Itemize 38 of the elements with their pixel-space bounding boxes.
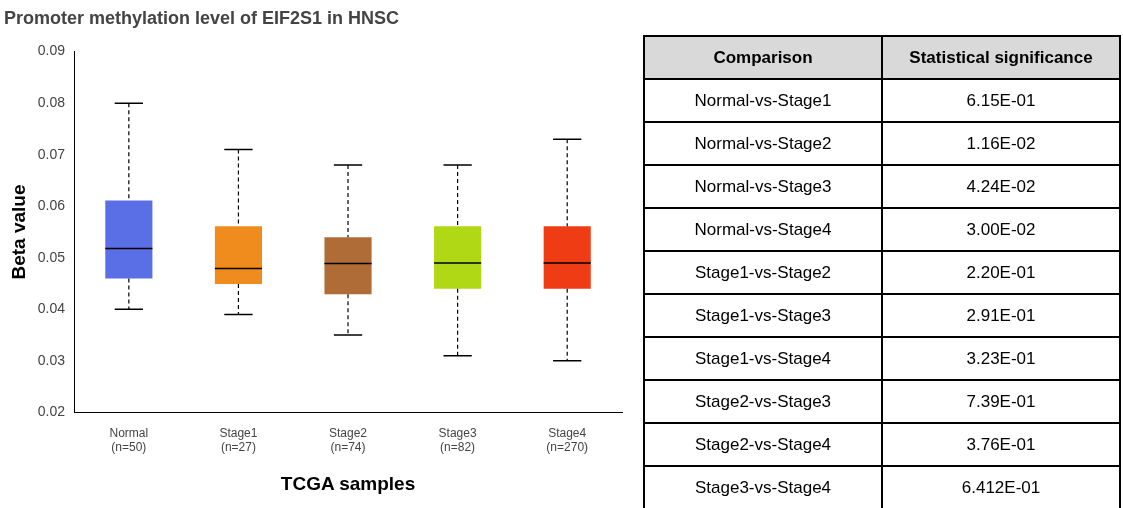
y-tick-label: 0.07 [37,145,66,162]
text: Normal-vs-Stage1 [644,79,882,122]
text: 6.412E-01 [882,466,1120,508]
text: Stage3-vs-Stage4 [644,466,882,508]
text: 1.16E-02 [882,122,1120,165]
text: 6.15E-01 [882,79,1120,122]
y-tick-label: 0.09 [37,42,66,59]
text: Stage2-vs-Stage4 [644,423,882,466]
text: Normal-vs-Stage4 [644,208,882,251]
text: Stage2-vs-Stage3 [644,380,882,423]
text: Comparison [644,36,882,79]
text: Statistical significance [882,36,1120,79]
y-axis-title: Beta value [7,184,29,280]
text: 7.39E-01 [882,380,1120,423]
text: Normal-vs-Stage3 [644,165,882,208]
text: Stage1-vs-Stage4 [644,337,882,380]
x-tick-label: Stage1 (n=27) [219,425,258,455]
y-tick-label: 0.08 [37,94,66,110]
text: 2.20E-01 [882,251,1120,294]
y-tick-label: 0.04 [37,300,66,317]
x-tick-label: Normal (n=50) [109,425,149,455]
y-tick-label: 0.05 [37,248,66,265]
text: 3.23E-01 [882,337,1120,380]
y-tick-label: 0.06 [37,197,66,214]
y-tick-label: 0.03 [37,351,66,368]
x-tick-label: Stage2 (n=74) [329,425,368,455]
x-tick-label: Stage3 (n=82) [438,425,477,455]
x-tick-label: Stage4 (n=270) [546,425,589,455]
y-tick-label: 0.02 [37,403,66,420]
x-axis-title: TCGA samples [280,472,416,494]
text: Stage1-vs-Stage3 [644,294,882,337]
text: 2.91E-01 [882,294,1120,337]
text: 3.00E-02 [882,208,1120,251]
text: Stage1-vs-Stage2 [644,251,882,294]
text: 3.76E-01 [882,423,1120,466]
text: Normal-vs-Stage2 [644,122,882,165]
chart-title: Promoter methylation level of EIF2S1 in HNSC [4,7,400,28]
text: 4.24E-02 [882,165,1120,208]
